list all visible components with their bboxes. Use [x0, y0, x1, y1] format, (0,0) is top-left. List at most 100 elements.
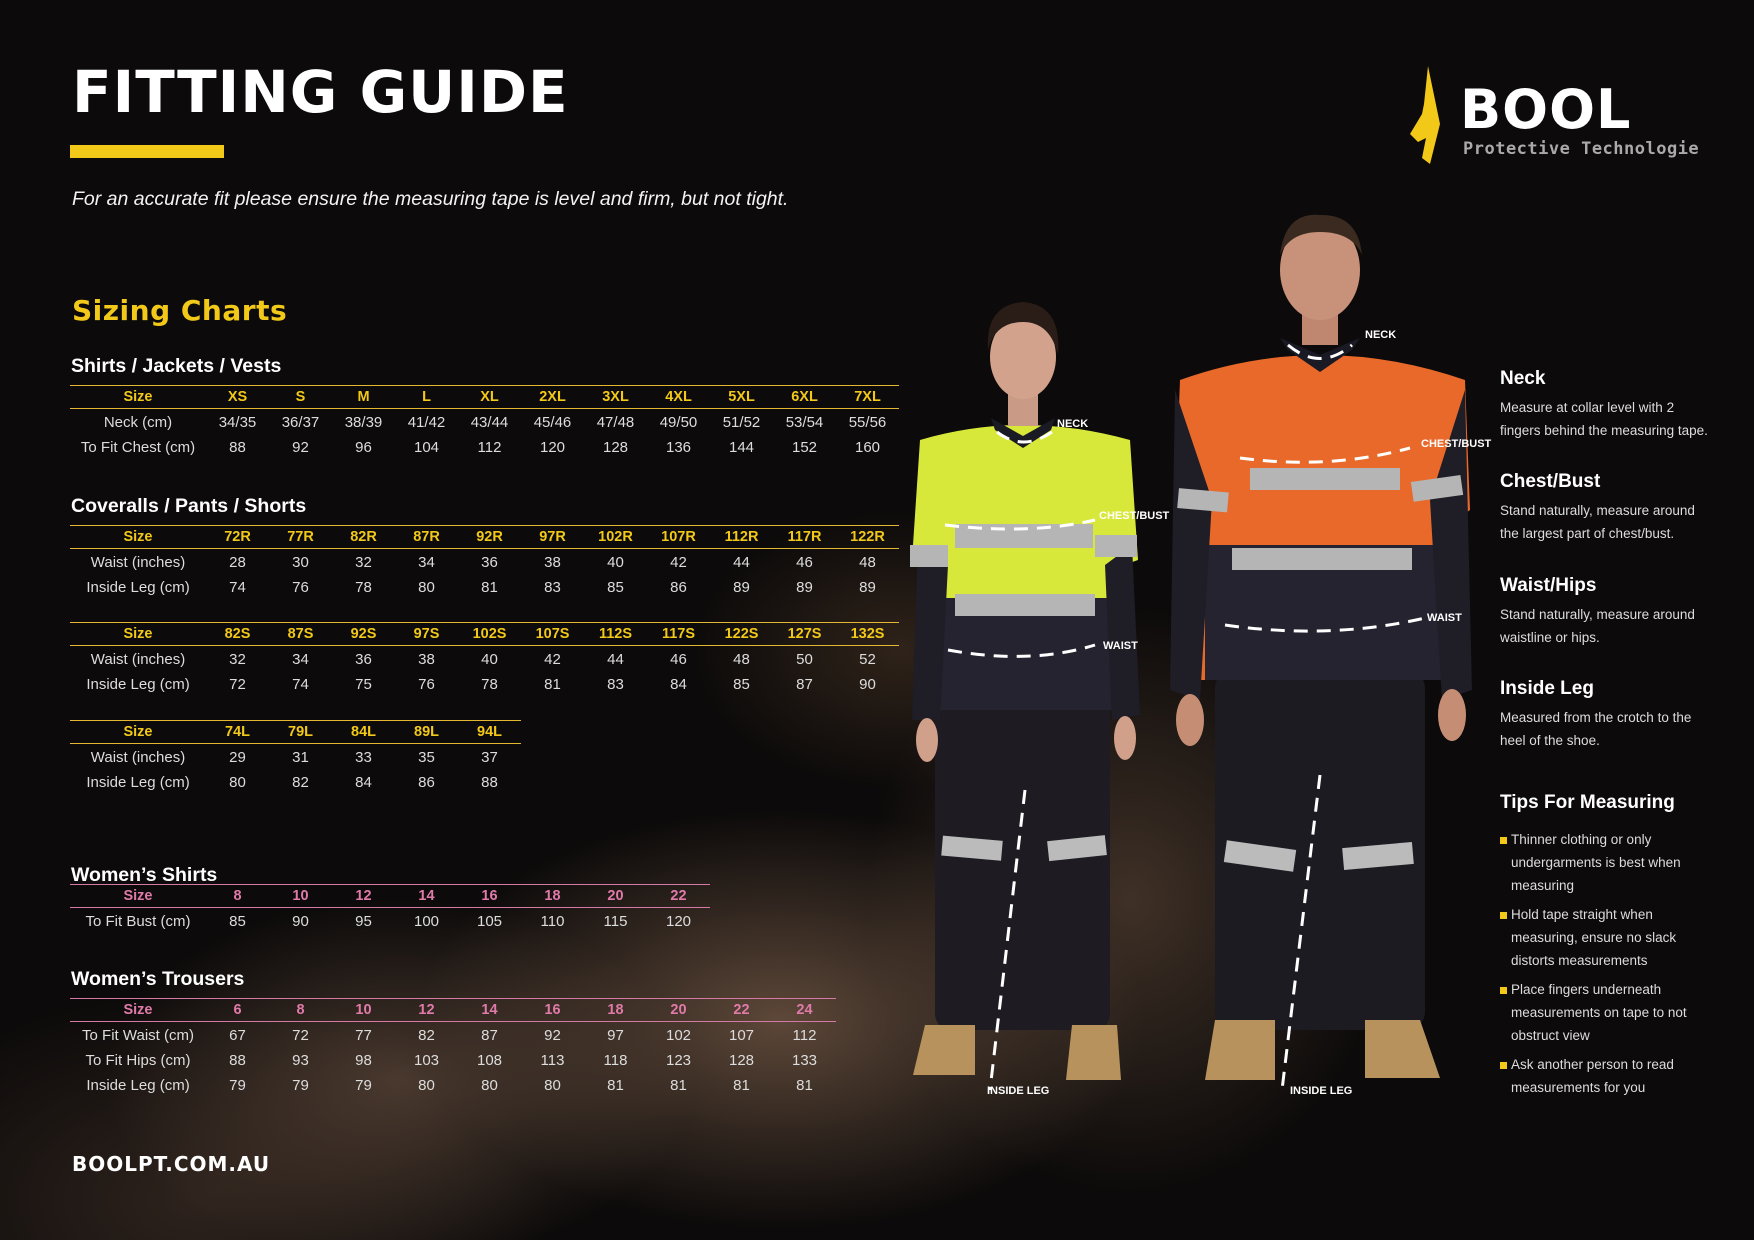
- value-cell: 123: [665, 1052, 692, 1069]
- table-row: Inside Leg (cm) 74 76 78 80 81 83 85 86 89 89 89: [70, 575, 899, 600]
- row-label: Inside Leg (cm): [86, 676, 190, 693]
- value-cell: 76: [292, 579, 309, 596]
- size-table: Size 82S 87S 92S 97S 102S 107S 112S 117S 122S 127S…: [70, 622, 899, 697]
- guide-text: Measured from the crotch to the heel of …: [1500, 710, 1692, 748]
- size-label: Size: [123, 389, 153, 405]
- value-cell: 47/48: [596, 414, 635, 431]
- value-cell: 136: [665, 439, 692, 456]
- value-cell: 110: [540, 913, 565, 930]
- value-cell: 98: [355, 1052, 372, 1069]
- size-cell: 132S: [850, 626, 885, 642]
- value-cell: 82: [292, 774, 309, 791]
- value-cell: 32: [229, 651, 246, 668]
- value-cell: 84: [670, 676, 687, 693]
- size-cell: 74L: [225, 724, 250, 740]
- table-row: Neck (cm) 34/35 36/37 38/39 41/42 43/44 45/46 4…: [70, 410, 899, 435]
- value-cell: 77: [355, 1027, 372, 1044]
- size-table: Size 8 10 12 14 16 18 20 22 To Fit Bust (cm) 85 90 9…: [70, 884, 710, 934]
- value-cell: 31: [292, 749, 309, 766]
- value-cell: 112: [477, 439, 502, 456]
- value-cell: 53/54: [785, 414, 824, 431]
- size-cell: 16: [544, 1002, 561, 1018]
- value-cell: 84: [355, 774, 372, 791]
- value-cell: 102: [665, 1027, 692, 1044]
- size-cell: 10: [355, 1002, 372, 1018]
- value-cell: 82: [418, 1027, 435, 1044]
- value-cell: 80: [481, 1077, 498, 1094]
- table-header-row: Size 82S 87S 92S 97S 102S 107S 112S 117S 122S 127S…: [70, 623, 899, 646]
- row-label: Inside Leg (cm): [86, 579, 190, 596]
- value-cell: 48: [733, 651, 750, 668]
- value-cell: 29: [229, 749, 246, 766]
- value-cell: 34: [292, 651, 309, 668]
- value-cell: 128: [602, 439, 629, 456]
- row-label: To Fit Waist (cm): [82, 1027, 194, 1044]
- size-cell: XL: [480, 389, 499, 405]
- value-cell: 88: [229, 439, 246, 456]
- row-label: Waist (inches): [90, 554, 186, 571]
- value-cell: 93: [292, 1052, 309, 1069]
- size-cell: 72R: [224, 529, 251, 545]
- size-label: Size: [123, 626, 153, 642]
- size-cell: 20: [670, 1002, 687, 1018]
- table-row: To Fit Hips (cm) 88 93 98 103 108 113 118 123 128…: [70, 1048, 836, 1073]
- value-cell: 35: [418, 749, 435, 766]
- row-label: Neck (cm): [103, 414, 173, 431]
- table-row: Waist (inches) 32 34 36 38 40 42 44 46 48 50 52: [70, 647, 899, 672]
- table-header-row: Size 8 10 12 14 16 18 20 22: [70, 885, 710, 908]
- website-link[interactable]: BOOLPT.COM.AU: [72, 1152, 271, 1176]
- value-cell: 85: [229, 913, 246, 930]
- size-cell: 3XL: [602, 389, 629, 405]
- row-label: Inside Leg (cm): [86, 1077, 190, 1094]
- guide-text: Stand naturally, measure around waistlin…: [1500, 607, 1695, 645]
- size-cell: 14: [481, 1002, 498, 1018]
- tip-text: Ask another person to read measurements …: [1511, 1057, 1674, 1095]
- size-cell: 18: [544, 888, 561, 904]
- section-heading: Coveralls / Pants / Shorts: [71, 495, 307, 517]
- value-cell: 28: [229, 554, 246, 571]
- value-cell: 46: [670, 651, 687, 668]
- size-cell: 12: [418, 1002, 435, 1018]
- value-cell: 40: [607, 554, 624, 571]
- size-cell: 89L: [414, 724, 439, 740]
- value-cell: 81: [544, 676, 561, 693]
- tips-title: Tips For Measuring: [1500, 792, 1675, 813]
- value-cell: 78: [355, 579, 372, 596]
- size-cell: 117R: [787, 529, 822, 545]
- value-cell: 100: [413, 913, 440, 930]
- value-cell: 87: [796, 676, 813, 693]
- tip-item: Thinner clothing or only undergarments i…: [1500, 828, 1700, 897]
- size-cell: 22: [733, 1002, 750, 1018]
- guide-text: Measure at collar level with 2 fingers b…: [1500, 400, 1708, 438]
- value-cell: 95: [355, 913, 372, 930]
- value-cell: 120: [539, 439, 566, 456]
- value-cell: 113: [540, 1052, 565, 1069]
- size-cell: 107S: [535, 626, 570, 642]
- table-row: Inside Leg (cm) 79 79 79 80 80 80 81 81 81 81: [70, 1073, 836, 1098]
- table-row: Waist (inches) 28 30 32 34 36 38 40 42 44 46 48: [70, 550, 899, 575]
- size-cell: 102R: [598, 529, 633, 545]
- size-cell: 20: [607, 888, 624, 904]
- size-cell: 22: [670, 888, 687, 904]
- size-cell: 6XL: [791, 389, 818, 405]
- size-cell: 97S: [413, 626, 440, 642]
- size-cell: 6: [233, 1002, 242, 1018]
- value-cell: 79: [229, 1077, 246, 1094]
- value-cell: 97: [607, 1027, 624, 1044]
- value-cell: 92: [544, 1027, 561, 1044]
- value-cell: 67: [229, 1027, 246, 1044]
- value-cell: 51/52: [722, 414, 761, 431]
- value-cell: 133: [791, 1052, 818, 1069]
- man-inside-leg-label: INSIDE LEG: [1290, 1085, 1353, 1097]
- value-cell: 32: [355, 554, 372, 571]
- row-label: Waist (inches): [90, 749, 186, 766]
- size-cell: M: [357, 389, 370, 405]
- value-cell: 79: [292, 1077, 309, 1094]
- size-cell: 82S: [224, 626, 251, 642]
- value-cell: 78: [481, 676, 498, 693]
- value-cell: 120: [665, 913, 692, 930]
- value-cell: 80: [544, 1077, 561, 1094]
- bullet-icon: [1500, 912, 1507, 919]
- section-heading: Shirts / Jackets / Vests: [71, 355, 282, 377]
- value-cell: 128: [728, 1052, 755, 1069]
